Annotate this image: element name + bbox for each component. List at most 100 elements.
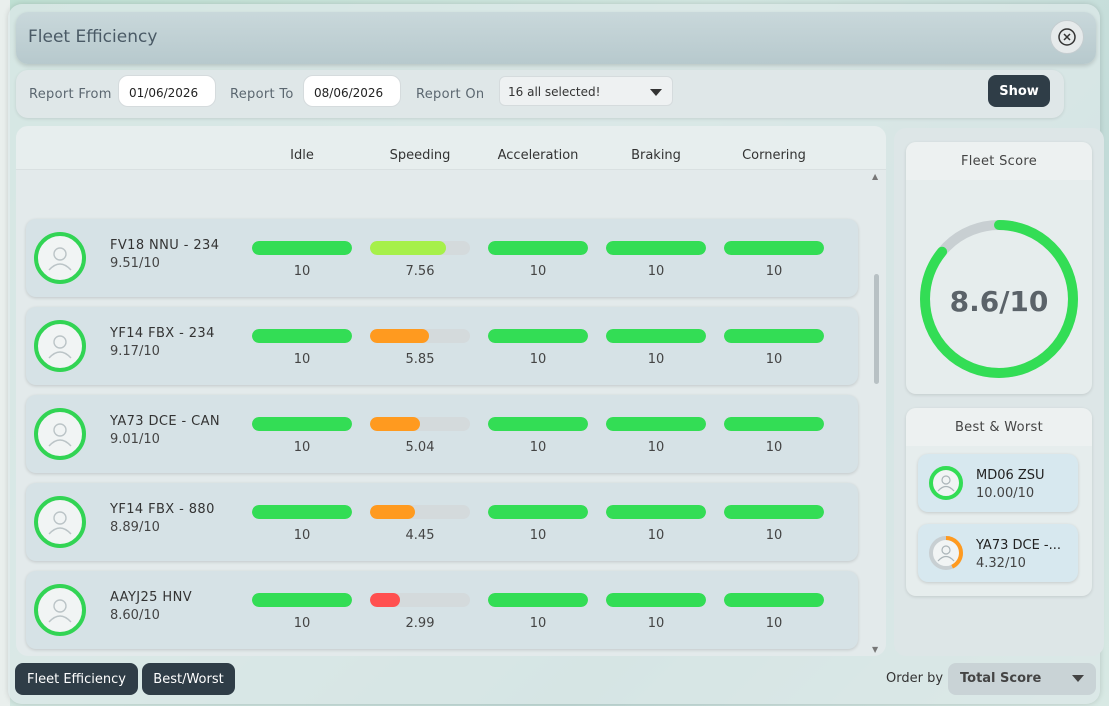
- best-vehicle-name: MD06 ZSU: [976, 468, 1045, 483]
- idle-bar-fill: [252, 241, 352, 255]
- vehicle-name: YF14 FBX - 880: [110, 502, 215, 517]
- idle-value: 10: [293, 528, 311, 543]
- metric-cornering: 10: [724, 505, 824, 545]
- vehicle-score: 8.60/10: [110, 608, 160, 623]
- speeding-bar-track: [370, 241, 470, 255]
- metric-cornering: 10: [724, 417, 824, 457]
- braking-value: 10: [647, 528, 665, 543]
- acceleration-bar-track: [488, 593, 588, 607]
- tab-fleet-efficiency[interactable]: Fleet Efficiency: [15, 663, 138, 695]
- fleet-efficiency-window: Fleet Efficiency Report From 01/06/2026 …: [8, 4, 1104, 704]
- cornering-bar-track: [724, 417, 824, 431]
- idle-bar-fill: [252, 593, 352, 607]
- order-by-label: Order by: [886, 671, 944, 686]
- order-by-value: Total Score: [960, 671, 1042, 686]
- report-to-input[interactable]: 08/06/2026: [303, 75, 401, 107]
- speeding-bar-fill: [370, 241, 446, 255]
- show-button[interactable]: Show: [988, 75, 1050, 107]
- braking-bar-fill: [606, 593, 706, 607]
- metric-acceleration: 10: [488, 505, 588, 545]
- braking-bar-track: [606, 417, 706, 431]
- braking-value: 10: [647, 440, 665, 455]
- braking-bar-fill: [606, 329, 706, 343]
- worst-vehicle-card[interactable]: YA73 DCE -... 4.32/10: [918, 524, 1078, 582]
- filter-bar: Report From 01/06/2026 Report To 08/06/2…: [16, 70, 1064, 118]
- metric-speeding: 2.99: [370, 593, 470, 633]
- report-on-select[interactable]: 16 all selected!: [499, 76, 673, 106]
- cornering-bar-track: [724, 593, 824, 607]
- idle-bar-fill: [252, 417, 352, 431]
- cornering-bar-track: [724, 329, 824, 343]
- best-vehicle-score: 10.00/10: [976, 486, 1035, 501]
- table-row[interactable]: YF14 FBX - 880 8.89/10 10 4.45 10 10 10: [26, 483, 858, 561]
- vehicle-name: AAYJ25 HNV: [110, 590, 192, 605]
- braking-value: 10: [647, 352, 665, 367]
- braking-bar-track: [606, 593, 706, 607]
- acceleration-value: 10: [529, 440, 547, 455]
- column-header-cornering: Cornering: [742, 148, 806, 163]
- fleet-score-heading: Fleet Score: [906, 142, 1092, 180]
- user-icon: [48, 423, 72, 447]
- cornering-bar-fill: [724, 417, 824, 431]
- metric-acceleration: 10: [488, 593, 588, 633]
- metric-idle: 10: [252, 329, 352, 369]
- vehicle-score: 9.17/10: [110, 344, 160, 359]
- close-icon: [1058, 28, 1076, 46]
- table-row[interactable]: YF14 FBX - 234 9.17/10 10 5.85 10 10 10: [26, 307, 858, 385]
- idle-bar-track: [252, 593, 352, 607]
- braking-value: 10: [647, 616, 665, 631]
- close-button[interactable]: [1050, 20, 1084, 54]
- vehicle-score: 9.51/10: [110, 256, 160, 271]
- worst-vehicle-name: YA73 DCE -...: [976, 538, 1062, 553]
- acceleration-bar-track: [488, 417, 588, 431]
- acceleration-bar-fill: [488, 505, 588, 519]
- acceleration-bar-track: [488, 241, 588, 255]
- report-from-input[interactable]: 01/06/2026: [118, 75, 216, 107]
- table-row[interactable]: FV18 NNU - 234 9.51/10 10 7.56 10 10 10: [26, 219, 858, 297]
- braking-bar-fill: [606, 241, 706, 255]
- tab-best-worst[interactable]: Best/Worst: [142, 663, 235, 695]
- metric-speeding: 5.04: [370, 417, 470, 457]
- cornering-bar-fill: [724, 329, 824, 343]
- speeding-bar-track: [370, 417, 470, 431]
- acceleration-bar-track: [488, 329, 588, 343]
- order-by-select[interactable]: Total Score: [948, 663, 1096, 695]
- avatar: [929, 466, 963, 500]
- cornering-value: 10: [765, 352, 783, 367]
- avatar: [34, 320, 86, 372]
- report-from-label: Report From: [29, 87, 112, 102]
- idle-value: 10: [293, 440, 311, 455]
- metric-braking: 10: [606, 329, 706, 369]
- metric-braking: 10: [606, 505, 706, 545]
- worst-vehicle-score: 4.32/10: [976, 556, 1026, 571]
- speeding-value: 7.56: [405, 264, 435, 279]
- braking-value: 10: [647, 264, 665, 279]
- list-scrollbar[interactable]: ▲ ▼: [872, 170, 880, 654]
- acceleration-bar-track: [488, 505, 588, 519]
- column-header-braking: Braking: [631, 148, 681, 163]
- scrollbar-thumb[interactable]: [874, 274, 879, 384]
- metric-idle: 10: [252, 417, 352, 457]
- braking-bar-track: [606, 329, 706, 343]
- acceleration-value: 10: [529, 616, 547, 631]
- idle-bar-track: [252, 417, 352, 431]
- idle-bar-track: [252, 505, 352, 519]
- best-vehicle-card[interactable]: MD06 ZSU 10.00/10: [918, 454, 1078, 512]
- table-row[interactable]: AAYJ25 HNV 8.60/10 10 2.99 10 10 10: [26, 571, 858, 649]
- scroll-up-icon[interactable]: ▲: [872, 172, 879, 181]
- vehicle-score: 8.89/10: [110, 520, 160, 535]
- scroll-down-icon[interactable]: ▼: [872, 645, 879, 654]
- metric-acceleration: 10: [488, 329, 588, 369]
- cornering-value: 10: [765, 616, 783, 631]
- user-icon: [48, 247, 72, 271]
- cornering-bar-track: [724, 505, 824, 519]
- report-on-value: 16 all selected!: [508, 85, 601, 99]
- vehicle-name: FV18 NNU - 234: [110, 238, 220, 253]
- braking-bar-track: [606, 241, 706, 255]
- table-row[interactable]: YA73 DCE - CAN 9.01/10 10 5.04 10 10 10: [26, 395, 858, 473]
- acceleration-bar-fill: [488, 593, 588, 607]
- metric-idle: 10: [252, 593, 352, 633]
- acceleration-value: 10: [529, 352, 547, 367]
- fleet-score-value: 8.6/10: [949, 285, 1049, 318]
- metric-braking: 10: [606, 593, 706, 633]
